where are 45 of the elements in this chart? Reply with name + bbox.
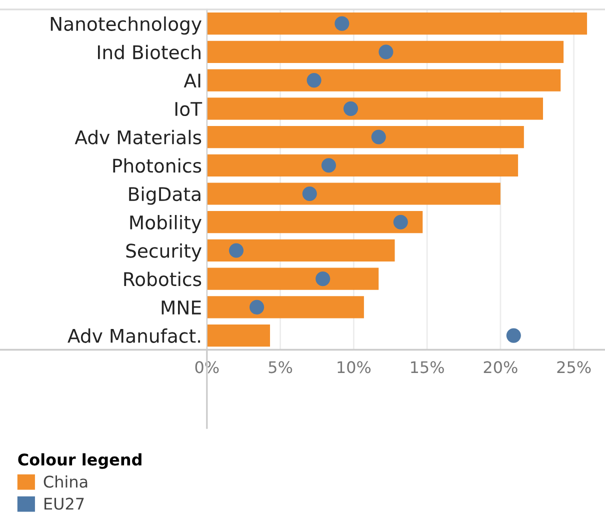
y-tick-label: Robotics (124, 272, 202, 286)
bar (206, 296, 364, 318)
bar (206, 69, 561, 92)
point (306, 73, 322, 88)
bar (206, 211, 423, 234)
bar (206, 40, 564, 63)
y-tick-label: IoT (175, 102, 202, 116)
y-tick-label: Security (126, 243, 202, 262)
y-tick-label: AI (184, 74, 200, 88)
point (506, 328, 521, 343)
point (250, 300, 264, 314)
legend-label: China (44, 475, 88, 488)
y-tick-label: Mobility (130, 214, 202, 234)
point (228, 243, 244, 258)
y-tick-label: Adv Materials (74, 130, 202, 144)
point (378, 44, 394, 60)
point (302, 186, 317, 202)
point (321, 158, 336, 173)
x-tick-label: 25% (557, 361, 591, 374)
y-tick-label: Ind Biotech (98, 44, 200, 60)
bar (206, 12, 588, 35)
bar (206, 268, 379, 290)
point (371, 130, 386, 144)
bar (206, 239, 395, 262)
y-tick-label: Photonics (113, 158, 202, 173)
bar (206, 154, 518, 176)
x-tick-label: 15% (411, 361, 444, 374)
x-tick-label: 10% (338, 361, 371, 374)
bar (206, 98, 544, 120)
y-tick-label: Adv Manufact. (68, 328, 200, 343)
point (393, 214, 408, 230)
x-tick-label: 20% (484, 361, 518, 374)
bar (206, 324, 270, 347)
legend-title: Colour legend (18, 453, 142, 469)
legend-label: EU27 (44, 498, 84, 510)
bar (206, 182, 500, 205)
point (343, 101, 358, 116)
y-tick-label: MNE (162, 300, 201, 314)
y-tick-label: Nanotechnology (50, 16, 202, 35)
bar (206, 126, 524, 148)
point (316, 272, 330, 286)
x-tick-label: 0% (195, 361, 219, 374)
point (334, 16, 350, 31)
x-tick-label: 5% (268, 361, 292, 374)
y-tick-label: BigData (129, 186, 200, 205)
